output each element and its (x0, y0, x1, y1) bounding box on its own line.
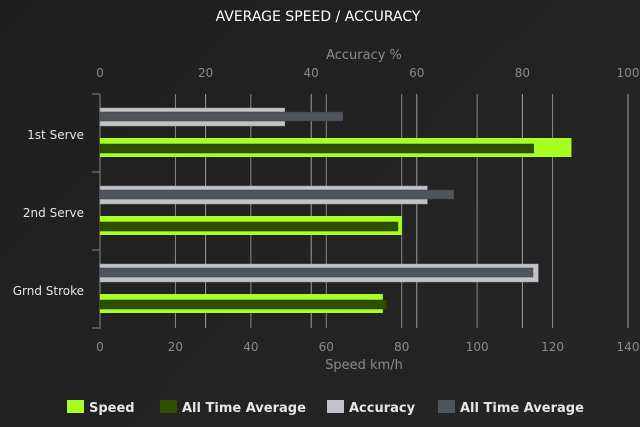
accuracy-tick-label: 80 (515, 66, 530, 80)
speed-tick-label: 100 (466, 340, 489, 354)
speed-average-bar (99, 299, 387, 310)
top-axis-label: Accuracy % (326, 48, 402, 63)
legend-swatch-2 (160, 400, 177, 413)
speed-tick-label: 80 (394, 340, 409, 354)
legend-label-2: All Time Average (182, 401, 306, 416)
speed-tick-label: 120 (541, 340, 564, 354)
chart-title: AVERAGE SPEED / ACCURACY (216, 9, 421, 25)
legend-swatch-4 (438, 400, 455, 413)
legend-label-4: All Time Average (460, 401, 584, 416)
speed-tick-label: 40 (243, 340, 258, 354)
accuracy-average-bar (99, 189, 455, 200)
category-label: Grnd Stroke (13, 284, 84, 298)
speed-tick-label: 60 (319, 340, 334, 354)
category-label: 2nd Serve (23, 206, 84, 220)
legend-label-3: Accuracy (349, 401, 416, 416)
speed-tick-label: 140 (617, 340, 640, 354)
legend-swatch-3 (327, 400, 344, 413)
accuracy-tick-label: 20 (198, 66, 213, 80)
legend-label-1: Speed (89, 401, 135, 416)
speed-tick-label: 0 (96, 340, 104, 354)
speed-tick-label: 20 (168, 340, 183, 354)
accuracy-average-bar (99, 267, 534, 278)
legend-swatch-1 (67, 400, 84, 413)
bottom-axis-label: Speed km/h (325, 358, 403, 373)
accuracy-tick-label: 0 (96, 66, 104, 80)
category-label: 1st Serve (27, 128, 84, 142)
accuracy-tick-label: 40 (304, 66, 319, 80)
accuracy-tick-label: 60 (409, 66, 424, 80)
accuracy-tick-label: 100 (617, 66, 640, 80)
speed-average-bar (99, 143, 534, 154)
speed-average-bar (99, 221, 399, 232)
accuracy-average-bar (99, 111, 344, 122)
